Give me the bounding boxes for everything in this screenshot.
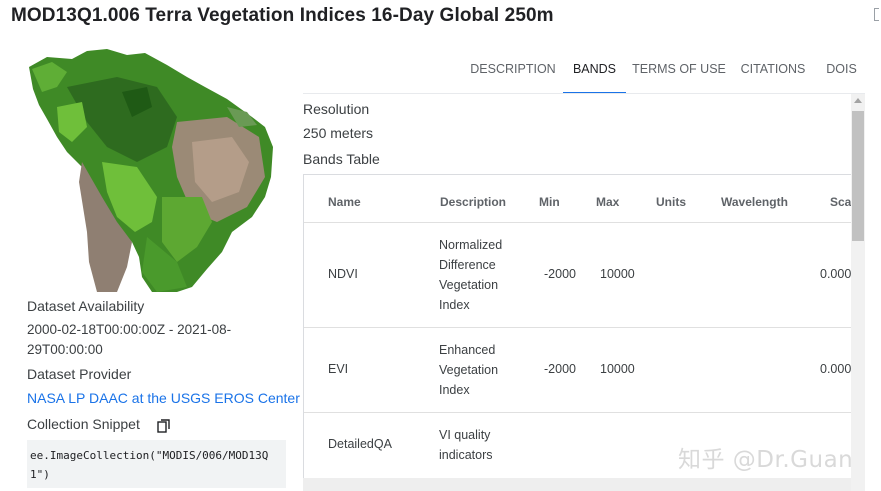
tab-dois[interactable]: DOIS — [826, 62, 857, 76]
desc-line: Normalized — [439, 238, 503, 252]
desc-line: Vegetation — [439, 363, 499, 377]
table-bottom-row — [303, 478, 851, 491]
provider-label: Dataset Provider — [27, 366, 132, 382]
row-divider — [304, 412, 851, 413]
col-header-wavelength: Wavelength — [721, 195, 788, 209]
bands-panel: Resolution 250 meters Bands Table Name D… — [303, 94, 851, 491]
band-desc-ndvi: Normalized Difference Vegetation Index — [439, 235, 519, 315]
provider-link[interactable]: NASA LP DAAC at the USGS EROS Center — [27, 390, 300, 406]
band-scale-evi: 0.000 — [820, 362, 851, 376]
bands-table: Name Description Min Max Units Wavelengt… — [303, 174, 851, 491]
desc-line: indicators — [439, 448, 493, 462]
row-divider — [304, 222, 851, 223]
snippet-label: Collection Snippet — [27, 416, 140, 432]
desc-line: Index — [439, 298, 470, 312]
scrollbar-thumb[interactable] — [852, 111, 864, 241]
collection-snippet-code[interactable]: ee.ImageCollection("MODIS/006/MOD13Q1") — [27, 440, 286, 488]
col-header-max: Max — [596, 195, 620, 209]
desc-line: Difference — [439, 258, 496, 272]
copy-icon[interactable] — [157, 419, 171, 433]
band-min-ndvi: -2000 — [544, 267, 576, 281]
band-max-ndvi: 10000 — [600, 267, 635, 281]
desc-line: Enhanced — [439, 343, 496, 357]
band-name-ndvi: NDVI — [328, 267, 358, 281]
resolution-label: Resolution — [303, 101, 370, 117]
col-header-description: Description — [440, 195, 507, 209]
col-header-name: Name — [328, 195, 361, 209]
band-name-evi: EVI — [328, 362, 349, 376]
resolution-value: 250 meters — [303, 125, 374, 141]
band-desc-detailedqa: VI quality indicators — [439, 425, 519, 465]
bracket-icon — [874, 8, 879, 21]
desc-line: Index — [439, 383, 470, 397]
dataset-thumbnail-map — [27, 47, 275, 292]
band-scale-ndvi: 0.000 — [820, 267, 851, 281]
band-min-evi: -2000 — [544, 362, 576, 376]
tab-bar: DESCRIPTION BANDS TERMS OF USE CITATIONS… — [463, 50, 881, 94]
bands-table-title: Bands Table — [303, 151, 380, 167]
tabs-divider — [303, 93, 865, 94]
page-title: MOD13Q1.006 Terra Vegetation Indices 16-… — [11, 5, 554, 26]
col-header-scale: Sca — [830, 195, 851, 209]
row-divider — [304, 327, 851, 328]
band-name-detailedqa: DetailedQA — [328, 437, 392, 451]
col-header-units: Units — [656, 195, 686, 209]
tab-description[interactable]: DESCRIPTION — [470, 62, 556, 76]
tab-terms-of-use[interactable]: TERMS OF USE — [632, 62, 726, 76]
tab-citations[interactable]: CITATIONS — [740, 62, 806, 76]
availability-value: 2000-02-18T00:00:00Z - 2021-08-29T00:00:… — [27, 322, 232, 357]
scroll-up-arrow-icon[interactable] — [854, 98, 862, 103]
col-header-min: Min — [539, 195, 560, 209]
band-max-evi: 10000 — [600, 362, 635, 376]
desc-line: VI quality — [439, 428, 491, 442]
band-desc-evi: Enhanced Vegetation Index — [439, 340, 519, 400]
desc-line: Vegetation — [439, 278, 499, 292]
tab-bands[interactable]: BANDS — [563, 50, 626, 94]
watermark: 知乎 @Dr.Guan — [678, 447, 854, 473]
availability-label: Dataset Availability — [27, 298, 145, 314]
